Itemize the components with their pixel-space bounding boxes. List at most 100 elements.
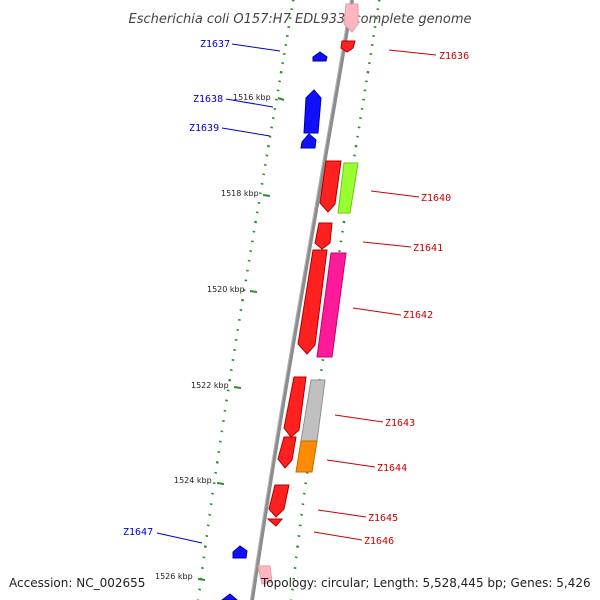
left-track-tick xyxy=(263,163,267,166)
feature-lime[interactable] xyxy=(337,162,359,214)
right-track-tick xyxy=(359,117,362,120)
kbp-label: 1522 kbp xyxy=(191,381,229,390)
gene-label-z1636[interactable]: Z1636 xyxy=(439,51,469,62)
left-track-tick xyxy=(284,43,288,47)
gene-label-z1641[interactable]: Z1641 xyxy=(413,243,443,254)
gene-z1637-arrow[interactable] xyxy=(312,51,328,62)
gene-z1642-arrow[interactable] xyxy=(297,249,328,355)
gene-z1646-arrow[interactable] xyxy=(266,518,284,527)
gene-label-z1640[interactable]: Z1640 xyxy=(421,193,451,204)
right-track-tick xyxy=(357,126,361,129)
left-track-tick xyxy=(202,556,206,559)
gene-label-z1639[interactable]: Z1639 xyxy=(189,123,219,134)
leader-z1641 xyxy=(362,241,412,248)
gene-z1643-arrow[interactable] xyxy=(283,376,307,438)
kbp-tick xyxy=(197,578,206,581)
gene-z1640-arrow[interactable] xyxy=(319,160,342,213)
kbp-scale: 1516 kbp 1518 kbp 1520 kbp 1522 kbp 1524… xyxy=(155,93,285,581)
left-track-tick xyxy=(198,588,202,591)
left-track-tick xyxy=(244,279,248,282)
left-track-tick xyxy=(288,17,292,20)
right-track-tick xyxy=(372,34,376,38)
left-track-tick xyxy=(259,192,262,195)
feature-pink-bottom[interactable] xyxy=(257,565,273,585)
kbp-label: 1518 kbp xyxy=(221,189,259,198)
gene-z1644-arrow[interactable] xyxy=(277,436,297,469)
left-track-tick xyxy=(270,126,274,129)
left-track-tick xyxy=(237,318,241,321)
left-track-tick xyxy=(239,308,243,312)
left-track-tick xyxy=(275,98,278,101)
left-track-tick xyxy=(209,503,213,506)
gene-blue-bottom-partial[interactable] xyxy=(221,593,238,600)
right-track-tick xyxy=(301,503,305,506)
kbp-tick xyxy=(249,290,258,293)
gene-z1647-arrow[interactable] xyxy=(232,545,248,559)
kbp-tick xyxy=(262,194,271,197)
gene-label-z1647[interactable]: Z1647 xyxy=(123,527,153,538)
leader-z1643 xyxy=(334,414,384,423)
gene-label-z1638[interactable]: Z1638 xyxy=(193,94,223,105)
gene-z1641-arrow[interactable] xyxy=(314,222,333,250)
feature-orange[interactable] xyxy=(295,440,318,473)
gene-label-z1643[interactable]: Z1643 xyxy=(385,418,415,429)
right-track-tick xyxy=(365,80,368,83)
left-track-tick xyxy=(203,545,207,548)
left-track-tick xyxy=(222,419,225,423)
left-track-tick xyxy=(247,259,251,262)
left-track-tick xyxy=(206,524,210,527)
left-track-tick xyxy=(228,378,232,382)
gene-label-z1637[interactable]: Z1637 xyxy=(200,39,230,50)
right-track-tick xyxy=(369,52,373,56)
left-track-tick xyxy=(281,62,285,65)
right-track-tick xyxy=(293,566,297,570)
left-track-tick xyxy=(225,399,228,402)
leader-z1647 xyxy=(156,532,203,544)
gene-label-z1645[interactable]: Z1645 xyxy=(368,513,398,524)
left-track-tick xyxy=(223,409,227,412)
leader-z1645 xyxy=(317,509,367,518)
leader-z1639 xyxy=(221,127,271,137)
left-track-tick xyxy=(276,89,280,92)
left-track-tick xyxy=(211,492,215,495)
right-track-tick xyxy=(341,230,344,233)
gene-features xyxy=(221,3,359,600)
left-track-tick xyxy=(218,440,222,443)
kbp-tick xyxy=(277,97,285,101)
left-track-tick xyxy=(242,289,246,292)
gene-z1645-arrow[interactable] xyxy=(268,484,290,518)
left-track-tick xyxy=(201,566,204,570)
left-track-tick xyxy=(229,369,233,372)
right-track-tick xyxy=(338,250,341,253)
right-track-tick xyxy=(292,577,296,580)
left-track-tick xyxy=(236,328,240,331)
leader-z1644 xyxy=(326,459,376,468)
gene-label-z1644[interactable]: Z1644 xyxy=(377,463,407,474)
left-track-tick xyxy=(255,211,259,214)
gene-label-z1646[interactable]: Z1646 xyxy=(364,536,394,547)
right-track-tick xyxy=(339,240,343,243)
gene-z1639-arrow[interactable] xyxy=(300,133,317,149)
gene-z1638-arrow[interactable] xyxy=(303,89,322,134)
right-track-tick xyxy=(302,492,306,495)
leader-z1642 xyxy=(352,307,402,316)
left-track-tick xyxy=(249,250,253,253)
left-tick-track xyxy=(197,0,295,600)
right-track-tick xyxy=(367,62,371,65)
left-track-tick xyxy=(291,0,295,2)
feature-pink-top[interactable] xyxy=(343,3,359,33)
left-track-tick xyxy=(262,173,266,176)
left-track-tick xyxy=(266,144,270,148)
right-track-tick xyxy=(362,98,365,101)
feature-magenta[interactable] xyxy=(316,252,347,358)
gene-label-z1642[interactable]: Z1642 xyxy=(403,310,433,321)
left-track-tick xyxy=(233,348,236,351)
left-track-tick xyxy=(278,80,281,83)
gene-z1636-arrow[interactable] xyxy=(340,40,356,53)
right-track-tick xyxy=(321,358,325,362)
left-track-tick xyxy=(265,154,269,157)
right-track-tick xyxy=(377,0,381,2)
right-track-tick xyxy=(294,556,298,559)
gene-labels: Z1637 Z1638 Z1639 Z1647 Z1636 Z1640 Z164… xyxy=(123,39,469,547)
kbp-label: 1524 kbp xyxy=(174,476,212,485)
